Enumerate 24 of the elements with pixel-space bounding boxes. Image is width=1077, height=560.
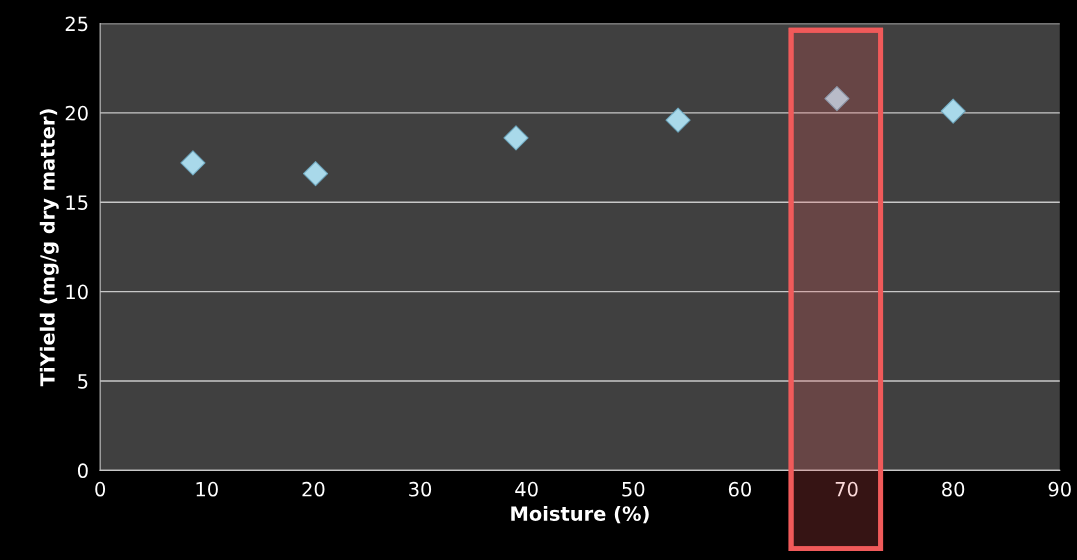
x-tick-label: 40 [515,481,538,497]
x-tick-label: 10 [196,481,218,497]
y-tick-label: 25 [65,16,88,32]
x-tick-label: 90 [1048,481,1071,497]
point [940,98,966,124]
x-tick-label: 50 [622,481,645,497]
point [302,161,329,187]
y-tick-label: 20 [65,105,88,121]
y-tick-label: 5 [78,374,88,389]
point [824,86,850,112]
point [503,125,529,151]
x-tick-label: 80 [942,481,965,497]
x-axis-title: Moisture (%) [511,505,649,524]
y-axis-title: TiYield (mg/g dry matter) [39,109,59,387]
x-tick-label: 20 [302,481,325,497]
x-tick-label: 70 [835,481,858,497]
point [665,107,691,133]
x-tick-label: 0 [95,481,106,497]
y-tick-label: 0 [77,463,88,479]
y-tick-label: 15 [66,195,88,210]
point [180,150,206,176]
x-tick-label: 30 [409,481,432,497]
x-tick-label: 60 [728,481,751,497]
y-tick-label: 10 [66,284,88,300]
